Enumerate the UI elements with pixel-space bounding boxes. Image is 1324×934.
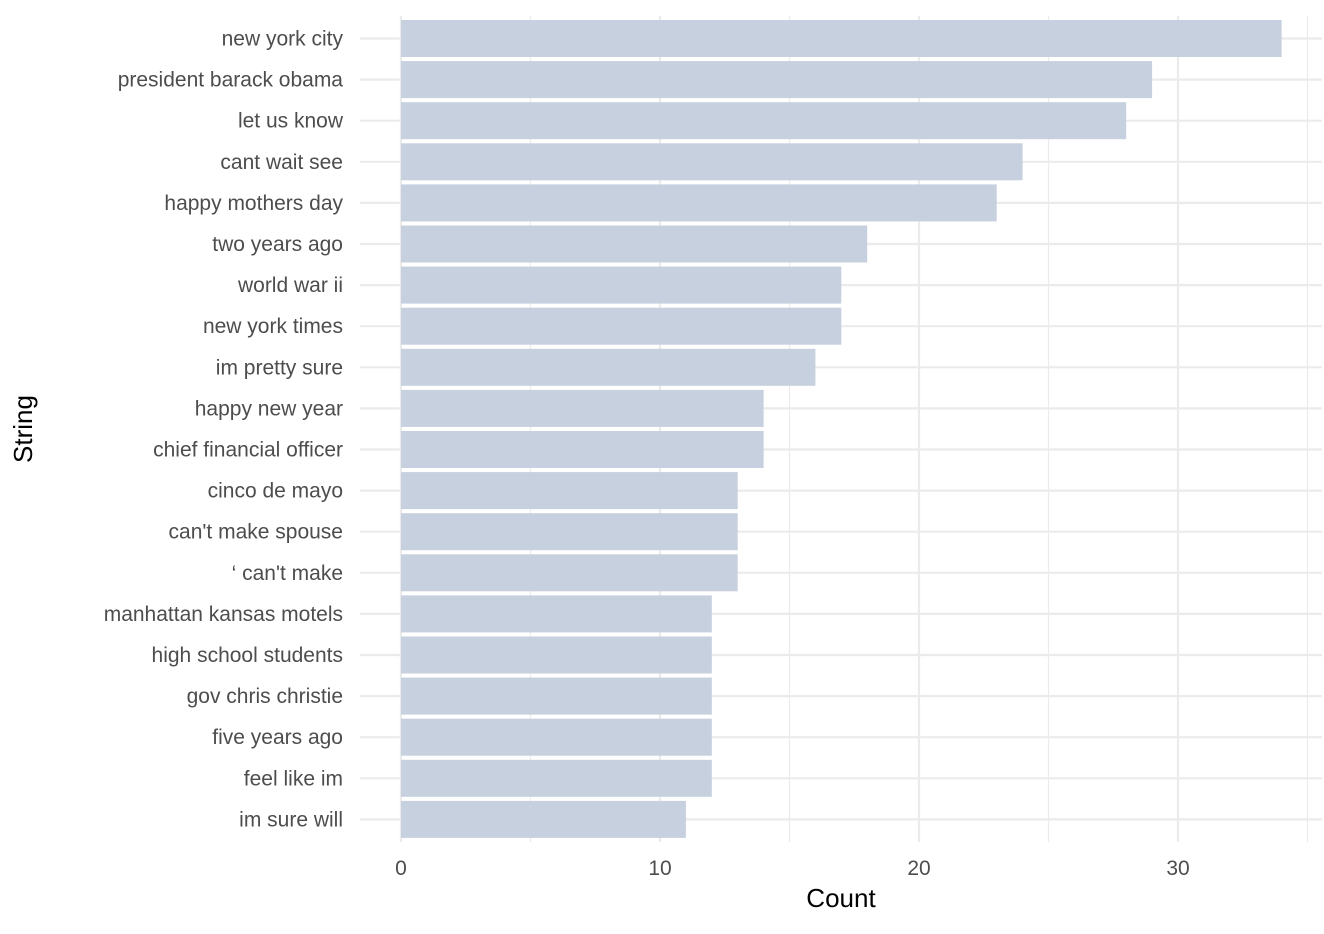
y-tick-label: new york city: [222, 28, 344, 51]
y-tick-label: world war ii: [237, 274, 343, 297]
bar: [401, 61, 1153, 99]
grid-lines: [360, 16, 1322, 842]
y-tick-label: im sure will: [239, 808, 343, 831]
y-tick-label: cant wait see: [220, 151, 343, 174]
bar: [401, 595, 712, 633]
bar: [401, 677, 712, 715]
y-tick-label: chief financial officer: [153, 439, 343, 462]
bar: [401, 225, 868, 263]
bar: [401, 636, 712, 674]
y-tick-label: high school students: [152, 644, 343, 667]
bar: [401, 472, 738, 510]
bars: [401, 20, 1282, 838]
bar: [401, 143, 1023, 181]
bar: [401, 307, 842, 345]
x-tick-labels: 0 10 20 30: [395, 857, 1190, 880]
bar: [401, 389, 764, 427]
y-tick-label: happy new year: [195, 397, 343, 420]
bar: [401, 102, 1127, 140]
bar: [401, 348, 816, 386]
y-tick-labels: new york city president barack obama let u…: [104, 28, 344, 832]
x-tick-label: 30: [1166, 857, 1189, 880]
bar: [401, 759, 712, 797]
bar: [401, 20, 1282, 57]
y-tick-label: two years ago: [212, 233, 343, 256]
bar: [401, 718, 712, 756]
y-tick-label: im pretty sure: [216, 356, 343, 379]
bar: [401, 513, 738, 551]
x-tick-label: 10: [648, 857, 671, 880]
bar: [401, 266, 842, 304]
y-tick-label: president barack obama: [118, 69, 344, 92]
y-tick-label: new york times: [203, 315, 343, 338]
y-tick-label: gov chris christie: [187, 685, 343, 708]
bar: [401, 431, 764, 468]
y-tick-label: happy mothers day: [164, 192, 343, 215]
x-tick-label: 20: [907, 857, 930, 880]
bar: [401, 800, 686, 838]
bar: [401, 554, 738, 592]
y-axis-title: String: [8, 395, 38, 463]
x-axis-title: Count: [806, 883, 876, 913]
bar: [401, 184, 997, 222]
y-tick-label: can't make spouse: [169, 521, 343, 544]
y-tick-label: ‘ can't make: [232, 562, 343, 585]
y-tick-label: feel like im: [244, 767, 343, 790]
y-tick-label: five years ago: [212, 726, 343, 749]
y-tick-label: manhattan kansas motels: [104, 603, 343, 626]
y-tick-label: let us know: [238, 110, 344, 133]
x-tick-label: 0: [395, 857, 407, 880]
y-tick-label: cinco de mayo: [208, 480, 343, 503]
